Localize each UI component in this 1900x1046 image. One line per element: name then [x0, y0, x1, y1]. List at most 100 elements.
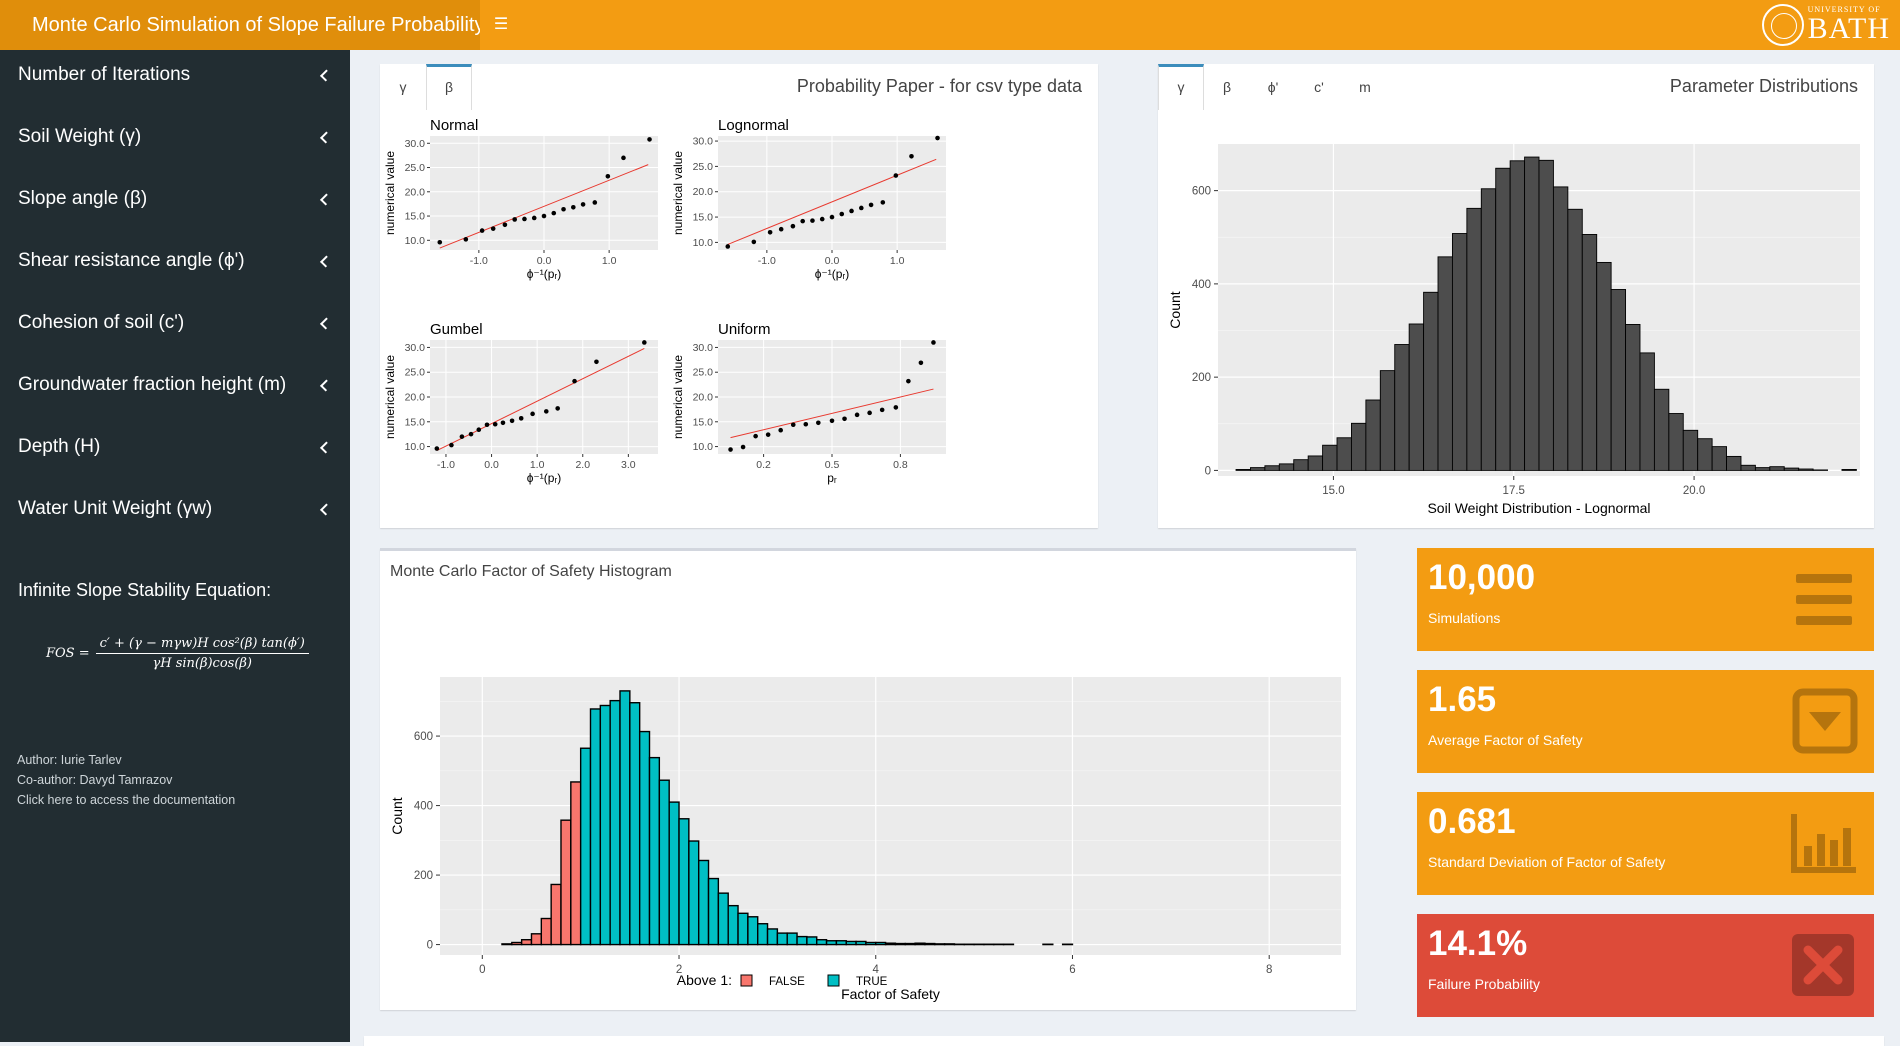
legend-swatch	[828, 975, 839, 986]
value-box-value: 1.65	[1428, 680, 1496, 720]
monte-carlo-histogram-box: Monte Carlo Factor of Safety Histogram 0…	[380, 548, 1356, 1010]
data-point	[881, 200, 886, 205]
data-point	[830, 418, 835, 423]
data-point	[510, 418, 515, 423]
documentation-link[interactable]: Click here to access the documentation	[17, 790, 235, 810]
sidebar-item-label: Cohesion of soil (c')	[18, 312, 184, 333]
data-point	[449, 443, 454, 448]
data-point	[493, 422, 498, 427]
histogram-bar	[1380, 371, 1394, 471]
y-tick-label: 600	[414, 731, 433, 743]
y-tick-label: 30.0	[693, 136, 714, 148]
data-point	[555, 406, 560, 411]
tab-gamma[interactable]: γ	[380, 64, 426, 110]
data-point	[728, 447, 733, 452]
equation-denominator: γH sin(β)cos(β)	[152, 654, 252, 671]
histogram-bar	[876, 942, 886, 944]
std-fos-value-box: 0.681 Standard Deviation of Factor of Sa…	[1417, 792, 1874, 895]
x-tick-label: 0.0	[537, 255, 552, 267]
y-tick-label: 20.0	[405, 186, 426, 198]
x-tick-label: 0.2	[756, 459, 771, 471]
sidebar-item-iterations[interactable]: Number of Iterations	[0, 50, 350, 112]
legend-label: FALSE	[769, 976, 805, 988]
x-tick-label: 0.0	[484, 459, 499, 471]
histogram-bar	[1279, 464, 1293, 471]
sidebar-item-soil-weight[interactable]: Soil Weight (γ)	[0, 112, 350, 174]
histogram-bar	[777, 933, 787, 944]
x-tick-label: -1.0	[758, 255, 776, 267]
sidebar-item-water-weight[interactable]: Water Unit Weight (γw)	[0, 484, 350, 546]
data-point	[571, 205, 576, 210]
x-axis-label: pᵣ	[827, 471, 837, 485]
sidebar-item-shear-angle[interactable]: Shear resistance angle (ϕ')	[0, 236, 350, 298]
data-point	[542, 214, 547, 219]
tab-beta[interactable]: β	[426, 64, 472, 110]
y-axis-label: numerical value	[383, 151, 397, 235]
top-header: Monte Carlo Simulation of Slope Failure …	[0, 0, 1900, 50]
bottom-box-edge	[364, 1036, 1884, 1046]
panel-title: Uniform	[718, 321, 771, 338]
histogram-bar	[571, 782, 581, 945]
histogram-bar	[581, 748, 591, 944]
sidebar: Number of Iterations Soil Weight (γ) Slo…	[0, 50, 350, 1042]
x-axis-label: Soil Weight Distribution - Lognormal	[1427, 500, 1650, 516]
histogram-bar	[1712, 447, 1726, 471]
data-point	[572, 379, 577, 384]
tab-phi[interactable]: ϕ'	[1250, 64, 1296, 110]
bar-chart-icon	[1784, 808, 1860, 880]
sidebar-item-depth[interactable]: Depth (H)	[0, 422, 350, 484]
histogram-bar	[1640, 353, 1654, 471]
data-point	[906, 379, 911, 384]
histogram-bar	[738, 913, 748, 944]
histogram-bar	[669, 802, 679, 944]
y-axis-label: Count	[1167, 291, 1183, 328]
data-point	[530, 412, 535, 417]
tab-m[interactable]: m	[1342, 64, 1388, 110]
sidebar-toggle[interactable]: ☰	[480, 0, 522, 50]
histogram-bar	[787, 933, 797, 944]
histogram-bar	[728, 906, 738, 945]
sidebar-item-cohesion[interactable]: Cohesion of soil (c')	[0, 298, 350, 360]
legend-swatch	[741, 975, 752, 986]
histogram-bar	[1611, 289, 1625, 470]
failure-probability-value-box: 14.1% Failure Probability	[1417, 914, 1874, 1017]
histogram-bar	[827, 941, 837, 945]
histogram-bar	[620, 691, 630, 945]
histogram-bar	[1626, 324, 1640, 470]
histogram-bar	[856, 941, 866, 944]
data-point	[855, 413, 860, 418]
sidebar-item-groundwater[interactable]: Groundwater fraction height (m)	[0, 360, 350, 422]
sidebar-item-label: Shear resistance angle (ϕ')	[18, 250, 245, 271]
tab-beta[interactable]: β	[1204, 64, 1250, 110]
y-tick-label: 20.0	[693, 186, 714, 198]
parameter-tabs: γ β ϕ' c' m	[1158, 64, 1388, 110]
tab-gamma[interactable]: γ	[1158, 64, 1204, 110]
x-tick-label: 15.0	[1322, 485, 1344, 497]
histogram-bar	[866, 942, 876, 944]
histogram-bar	[640, 732, 650, 945]
histogram-bar	[1236, 469, 1250, 470]
y-tick-label: 400	[1192, 279, 1211, 291]
histogram-bar	[1438, 257, 1452, 471]
y-tick-label: 25.0	[693, 161, 714, 173]
y-axis-label: numerical value	[671, 151, 685, 235]
sidebar-item-slope-angle[interactable]: Slope angle (β)	[0, 174, 350, 236]
x-axis-label: ϕ⁻¹(pᵣ)	[527, 471, 562, 485]
histogram-bar	[1323, 445, 1337, 470]
histogram-bar	[895, 944, 905, 945]
data-point	[935, 136, 940, 141]
data-point	[647, 137, 652, 142]
histogram-bar	[1553, 187, 1567, 471]
x-tick-label: 3.0	[621, 459, 636, 471]
data-point	[503, 222, 508, 227]
data-point	[800, 219, 805, 224]
value-box-label: Average Factor of Safety	[1428, 732, 1583, 748]
histogram-bar	[600, 705, 610, 944]
histogram-bar	[650, 758, 660, 945]
data-point	[532, 216, 537, 221]
chevron-left-icon	[318, 68, 330, 82]
tab-cohesion[interactable]: c'	[1296, 64, 1342, 110]
data-point	[476, 427, 481, 432]
